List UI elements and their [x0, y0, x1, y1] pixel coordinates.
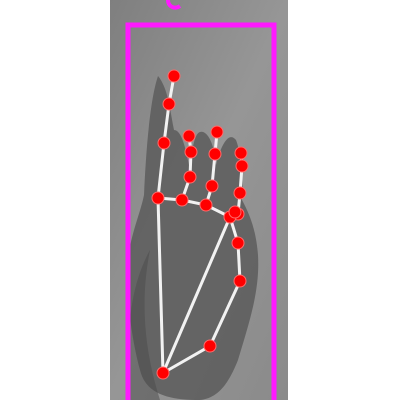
- hand-shadow: [128, 250, 160, 400]
- landmark-middle-dip: [184, 145, 198, 159]
- landmark-ring-tip: [210, 125, 224, 139]
- landmark-middle-tip: [182, 129, 196, 143]
- landmark-index-tip: [167, 69, 181, 83]
- landmark-thumb-mcp: [233, 274, 247, 288]
- landmark-thumb-cmc: [203, 339, 217, 353]
- middle-connection: [180, 134, 193, 202]
- landmark-middle-pip: [183, 170, 197, 184]
- landmark-thumb-ip: [231, 236, 245, 250]
- landmark-extra: [228, 205, 242, 219]
- landmark-pinky-dip: [235, 159, 249, 173]
- landmark-pinky-pip: [233, 186, 247, 200]
- ring-connection: [204, 130, 219, 207]
- hand-landmarks: [151, 69, 249, 380]
- landmark-ring-mcp: [199, 198, 213, 212]
- landmark-ring-dip: [208, 147, 222, 161]
- index-connection: [156, 74, 176, 200]
- hand-skeleton: [156, 74, 244, 375]
- landmark-middle-mcp: [175, 193, 189, 207]
- bounding-box: [125, 22, 277, 400]
- bounding-box-label-fragment: [166, 0, 182, 10]
- landmark-index-mcp: [151, 191, 165, 205]
- landmark-wrist: [156, 366, 170, 380]
- landmark-index-pip: [157, 136, 171, 150]
- landmark-ring-pip: [205, 179, 219, 193]
- palm-connection: [156, 196, 232, 375]
- landmark-index-dip: [162, 97, 176, 111]
- landmark-pinky-tip: [234, 146, 248, 160]
